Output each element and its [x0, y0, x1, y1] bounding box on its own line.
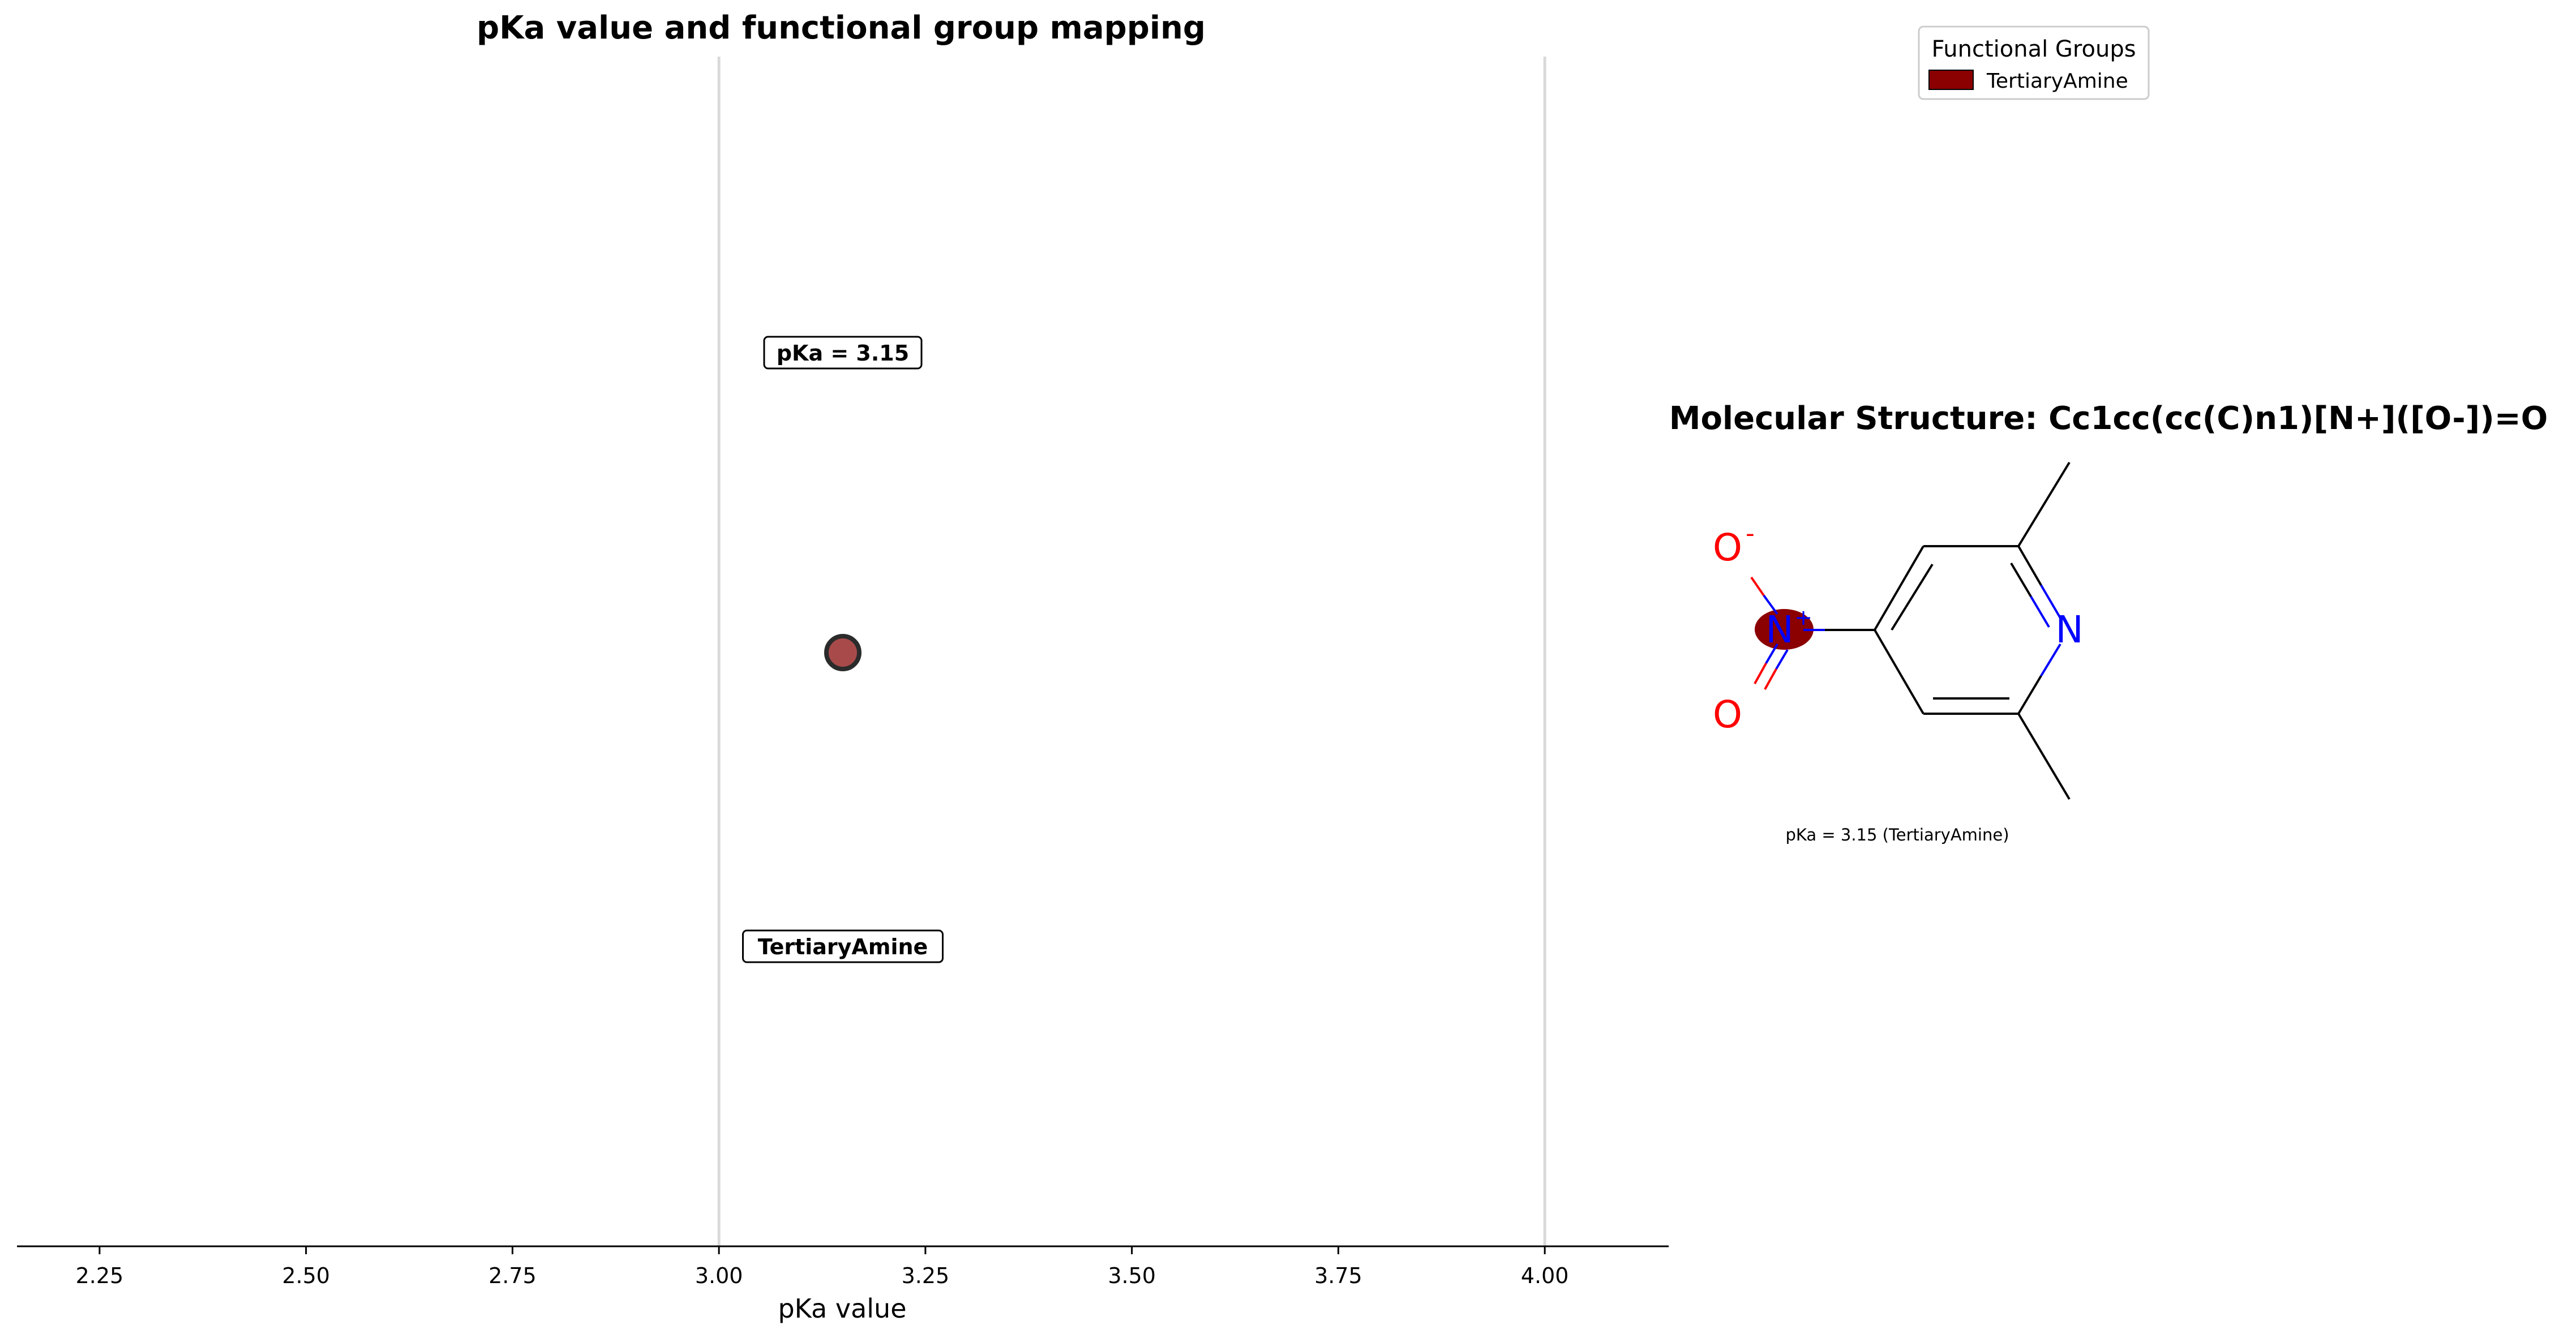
- x-tick-label: 3.75: [1314, 1263, 1362, 1288]
- x-tick-label: 4.00: [1521, 1263, 1569, 1288]
- bond-ring-lower-left: [1874, 629, 1925, 715]
- reference-lines: [717, 57, 1546, 1246]
- value-annotation-text: pKa = 3.15: [777, 341, 909, 366]
- x-tick-label: 2.75: [488, 1263, 537, 1288]
- atom-nitro-charge: +: [1794, 605, 1812, 630]
- atom-nitro-nitrogen: N: [1765, 608, 1793, 651]
- x-tick-label: 3.00: [695, 1263, 743, 1288]
- bond-ring-upper-left-inner: [1891, 563, 1934, 631]
- bond-ring-upper-left: [1874, 545, 1925, 631]
- bond-nitro-double-a-blue: [1765, 643, 1778, 664]
- legend-swatch: [1928, 70, 1974, 90]
- group-annotation-frame: [742, 929, 944, 963]
- bond-methyl-top: [2017, 461, 2071, 547]
- functional-group-highlight: [1755, 609, 1814, 650]
- x-tick-label: 2.50: [282, 1263, 330, 1288]
- value-annotation: pKa = 3.15: [763, 336, 923, 370]
- pka-chart: pKa value and functional group mapping 2…: [17, 10, 2150, 1324]
- x-axis-label: pKa value: [778, 1293, 906, 1324]
- atom-oxide-charge: -: [1746, 519, 1755, 548]
- molecule-panel: Molecular Structure: Cc1cc(cc(C)n1)[N+](…: [1669, 400, 2548, 844]
- x-tick-label: 2.25: [76, 1263, 124, 1288]
- bond-nitro-oxide-red: [1750, 576, 1765, 597]
- data-points: pKa = 3.15 TertiaryAmine: [742, 336, 944, 963]
- x-axis-ticks: 2.25 2.50 2.75 3.00 3.25 3.50 3.75 4.00: [76, 1246, 1569, 1288]
- molecule-caption: pKa = 3.15 (TertiaryAmine): [1785, 825, 2009, 844]
- molecule-title: Molecular Structure: Cc1cc(cc(C)n1)[N+](…: [1669, 400, 2548, 437]
- molecule-bonds: [1825, 461, 2071, 800]
- group-annotation-text: TertiaryAmine: [758, 934, 928, 959]
- x-tick-label: 3.50: [1108, 1263, 1156, 1288]
- bond-ring-n-upper-inner-a: [2010, 562, 2032, 598]
- group-annotation: TertiaryAmine: [742, 929, 944, 963]
- bond-ring-n-lower-a: [2017, 675, 2042, 715]
- legend-frame: [1918, 25, 2150, 100]
- legend-entry-label: TertiaryAmine: [1986, 70, 2128, 93]
- atom-ring-nitrogen: N: [2055, 608, 2083, 651]
- legend-title: Functional Groups: [1931, 36, 2136, 62]
- chart-title: pKa value and functional group mapping: [477, 10, 1206, 46]
- atom-double-bond-oxygen: O: [1713, 693, 1742, 736]
- bond-nitro-double-a-red: [1754, 663, 1767, 684]
- data-point: [824, 634, 861, 671]
- bond-nitro-double-b-red: [1764, 668, 1777, 690]
- atom-oxide-oxygen: O: [1713, 526, 1742, 569]
- hetero-bonds: [1750, 545, 2061, 715]
- bond-ring-n-upper-b: [2040, 584, 2061, 619]
- bond-ring-n-upper-inner-b: [2030, 595, 2050, 628]
- x-tick-label: 3.25: [902, 1263, 950, 1288]
- value-annotation-frame: [763, 336, 923, 370]
- bond-nitro-double-b-blue: [1775, 649, 1789, 670]
- legend: Functional Groups TertiaryAmine: [1918, 25, 2150, 100]
- bond-nitro-oxide-blue: [1763, 594, 1778, 615]
- bond-ring-n-upper-a: [2017, 545, 2042, 586]
- bond-methyl-bottom: [2017, 713, 2071, 800]
- bond-ring-n-lower-b: [2040, 643, 2061, 677]
